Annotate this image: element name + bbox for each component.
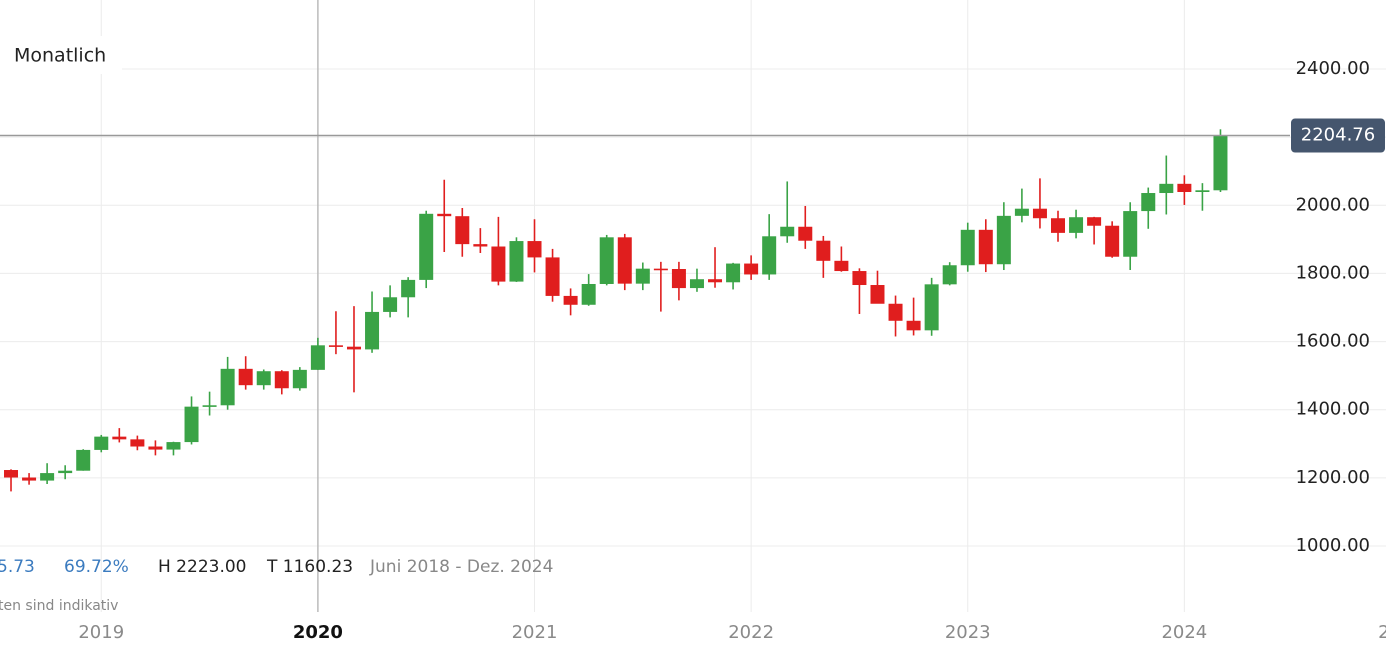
candle-body [22, 477, 37, 481]
candle-body [184, 406, 199, 443]
x-tick-label: 2024 [1161, 622, 1207, 643]
candle-body [1051, 218, 1066, 233]
candle-body [617, 237, 632, 284]
candle-body [1141, 193, 1156, 212]
x-tick-label: 2021 [512, 622, 558, 643]
candle-body [888, 303, 903, 321]
candle-body [563, 295, 578, 305]
x-tick-label: 2020 [293, 622, 343, 643]
candle-body [960, 229, 975, 266]
candle-body [401, 279, 416, 298]
candle-body [419, 213, 434, 280]
candle-body [491, 246, 506, 282]
interval-label[interactable]: Monatlich [14, 45, 106, 67]
candle-body [365, 311, 380, 350]
candle-body [1177, 183, 1192, 192]
candle-body [256, 371, 271, 386]
candle-body [130, 439, 145, 447]
candle-body [1069, 217, 1084, 233]
candle-body [1032, 208, 1047, 219]
candle-body [455, 216, 470, 245]
candle-body [924, 284, 939, 331]
period-low: T 1160.23 [266, 557, 353, 577]
candle-body [545, 257, 560, 296]
candle-body [1213, 135, 1228, 191]
interval-box[interactable] [0, 36, 122, 74]
candle-body [76, 449, 91, 471]
candle-body [1105, 225, 1120, 257]
candle-body [708, 279, 723, 283]
grid [0, 0, 1386, 612]
candle-body [509, 241, 524, 282]
candle-body [166, 442, 181, 450]
candle-body [238, 368, 253, 386]
candle-body [112, 436, 127, 440]
candle-body [762, 236, 777, 275]
candle-body [220, 368, 235, 406]
candle-body [1014, 208, 1029, 216]
candle-body [310, 345, 325, 370]
y-tick-label: 1600.00 [1296, 331, 1370, 352]
candle-body [671, 268, 686, 289]
axes: 1000.00 1200.00 1400.00 1600.00 1800.00 2000.… [0, 58, 1386, 643]
y-tick-label: 2000.00 [1296, 194, 1370, 215]
candle-body [40, 473, 55, 481]
candle-body [996, 215, 1011, 265]
candle-body [906, 320, 921, 331]
candle-body [635, 268, 650, 284]
candle-body [1195, 190, 1210, 192]
x-tick-label: 2023 [945, 622, 991, 643]
price-tag-label: 2204.76 [1301, 125, 1375, 146]
y-tick-label: 1400.00 [1296, 399, 1370, 420]
candle-body [653, 268, 668, 271]
x-tick-label: 2022 [728, 622, 774, 643]
period: Juni 2018 - Dez. 2024 [369, 557, 553, 577]
candle-body [816, 240, 831, 261]
candle-body [689, 279, 704, 289]
candle-body [870, 285, 885, 304]
candle-body [437, 213, 452, 217]
y-tick-label: 2400.00 [1296, 58, 1370, 79]
note: ten sind indikativ [0, 598, 118, 614]
candle-body [780, 226, 795, 237]
change: 5.73 [0, 557, 35, 577]
y-tick-label: 1200.00 [1296, 467, 1370, 488]
period-high: H 2223.00 [158, 557, 247, 577]
price-tag [1291, 118, 1385, 153]
y-tick-label: 1000.00 [1296, 535, 1370, 556]
candle-body [726, 263, 741, 283]
candle-body [473, 244, 488, 247]
candle-body [1123, 211, 1138, 257]
candle-body [581, 283, 596, 305]
candle-body [58, 470, 73, 474]
change-pct: 69.72% [64, 557, 129, 577]
x-tick-label: 2019 [78, 622, 124, 643]
candle-body [527, 241, 542, 258]
candle-body [4, 470, 19, 478]
candle-body [274, 371, 289, 389]
y-tick-label: 1800.00 [1296, 262, 1370, 283]
candle-body [942, 265, 957, 285]
candle-body [383, 297, 398, 312]
candle-body [834, 260, 849, 272]
candle-body [148, 446, 163, 450]
candle-body [599, 237, 614, 284]
candle-body [202, 405, 217, 407]
x-tick-label: 2025 [1378, 622, 1386, 643]
candle-body [798, 226, 813, 241]
candle-body [328, 345, 343, 347]
candle-body [94, 436, 109, 450]
candle-body [978, 229, 993, 265]
candle-body [1159, 183, 1174, 194]
candle-body [346, 346, 361, 350]
candle-body [292, 369, 307, 389]
candle-body [1087, 217, 1102, 226]
candle-body [744, 263, 759, 275]
candles [4, 129, 1228, 492]
candle-body [852, 271, 867, 286]
